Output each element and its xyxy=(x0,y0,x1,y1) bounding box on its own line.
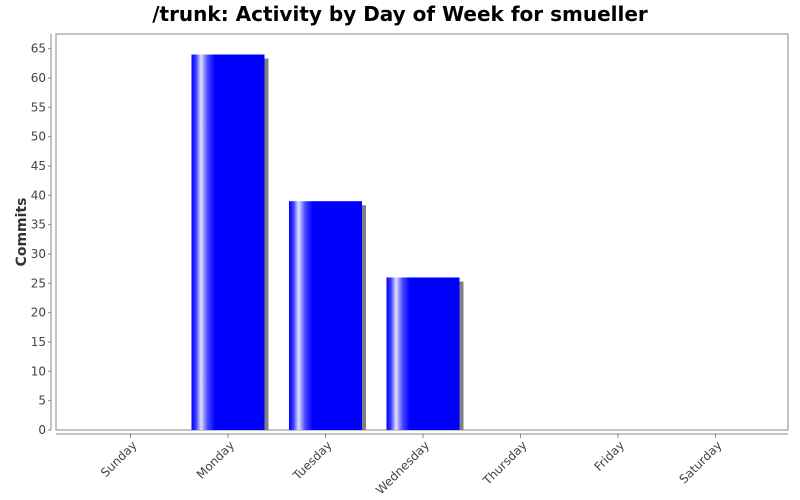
x-axis: Sunday Monday Tuesday Wednesday Thursday Frid… xyxy=(56,433,788,497)
y-tick-label: 25 xyxy=(31,276,46,290)
y-tick-label: 40 xyxy=(31,188,46,202)
x-tick-label: Wednesday xyxy=(373,438,432,497)
y-tick-label: 15 xyxy=(31,335,46,349)
x-tick-label: Friday xyxy=(592,438,628,474)
bars xyxy=(191,54,464,431)
y-tick-label: 50 xyxy=(31,130,46,144)
x-tick-label: Saturday xyxy=(676,438,724,486)
y-tick-label: 10 xyxy=(31,364,46,378)
bar-monday xyxy=(191,54,265,431)
y-tick-label: 20 xyxy=(31,306,46,320)
x-tick-label: Sunday xyxy=(98,438,140,480)
y-axis-title: Commits xyxy=(14,198,30,267)
y-tick-label: 55 xyxy=(31,100,46,114)
x-tick-label: Thursday xyxy=(480,438,530,488)
y-axis: 0 5 10 15 20 25 30 35 40 45 50 55 60 65 xyxy=(31,34,52,437)
chart-title: /trunk: Activity by Day of Week for smue… xyxy=(152,2,648,26)
bar-wednesday xyxy=(386,277,460,430)
x-tick-label: Tuesday xyxy=(289,438,334,483)
y-tick-label: 45 xyxy=(31,159,46,173)
y-tick-label: 5 xyxy=(38,394,46,408)
y-tick-label: 65 xyxy=(31,42,46,56)
y-tick-label: 30 xyxy=(31,247,46,261)
x-tick-label: Monday xyxy=(194,438,237,481)
y-tick-label: 35 xyxy=(31,218,46,232)
y-tick-label: 0 xyxy=(38,423,46,437)
bar-tuesday xyxy=(289,201,362,430)
y-tick-label: 60 xyxy=(31,71,46,85)
